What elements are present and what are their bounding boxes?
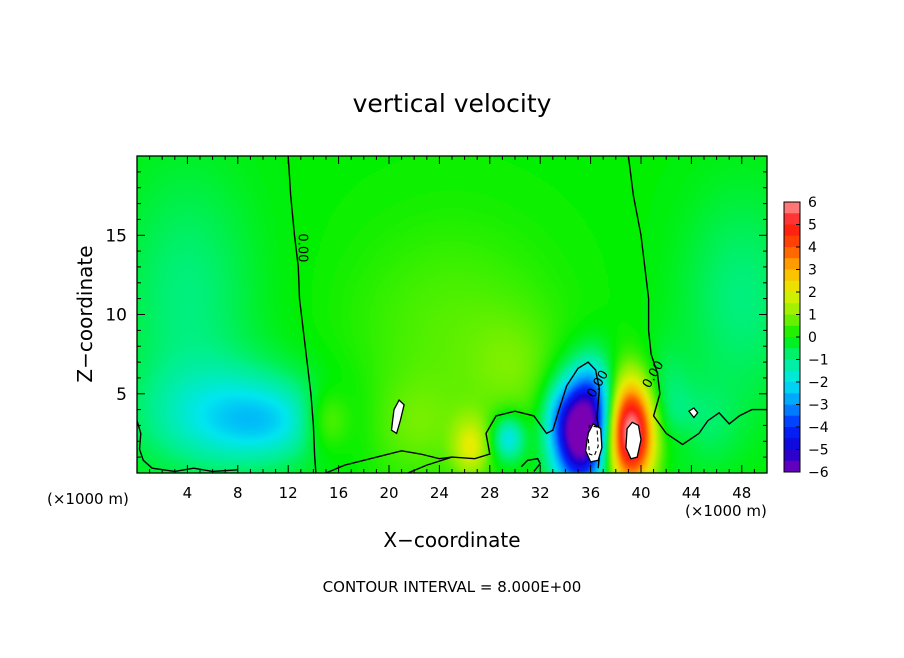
colorbar-cell bbox=[784, 337, 800, 349]
colorbar-label: 6 bbox=[808, 195, 817, 211]
x-tick-label: 40 bbox=[631, 484, 650, 502]
x-axis-ticks bbox=[149, 156, 755, 473]
colorbar-cell bbox=[784, 382, 800, 394]
y-axis-ticks bbox=[137, 171, 767, 458]
colorbar-label: −5 bbox=[808, 443, 829, 459]
colorbar-cells bbox=[784, 202, 800, 473]
colorbar-cell bbox=[784, 427, 800, 439]
colorbar-label: −6 bbox=[808, 465, 829, 481]
colorbar-label: 1 bbox=[808, 308, 817, 324]
colorbar-cell bbox=[784, 292, 800, 304]
colorbar-ticks bbox=[796, 201, 800, 473]
colorbar-label: −4 bbox=[808, 420, 829, 436]
colorbar-label: −3 bbox=[808, 398, 829, 414]
colorbar-cell bbox=[784, 202, 800, 214]
contour-interval-note: CONTOUR INTERVAL = 8.000E+00 bbox=[323, 578, 582, 596]
contour-value-label: 0.00 bbox=[295, 233, 310, 262]
contour-lines bbox=[137, 156, 767, 473]
colorbar-cell bbox=[784, 235, 800, 248]
y-tick-label: 10 bbox=[105, 306, 127, 326]
y-axis-label: Z−coordinate bbox=[73, 245, 97, 382]
closed-contour-line bbox=[390, 399, 405, 435]
colorbar-label: −1 bbox=[808, 353, 829, 369]
colorbar-cell bbox=[784, 247, 800, 259]
x-tick-label: 44 bbox=[682, 484, 701, 502]
x-tick-label: 24 bbox=[430, 484, 449, 502]
colorbar-cell bbox=[784, 325, 800, 338]
x-unit-label-right: (×1000 m) bbox=[685, 502, 767, 520]
zero-contour-line bbox=[325, 450, 453, 473]
colorbar-cell bbox=[784, 314, 800, 327]
colorbar-label: 4 bbox=[808, 240, 817, 256]
colorbar-cell bbox=[784, 258, 800, 270]
x-unit-label-left: (×1000 m) bbox=[47, 490, 129, 508]
colorbar-cell bbox=[784, 303, 800, 315]
x-tick-label: 12 bbox=[279, 484, 298, 502]
colorbar-label: 5 bbox=[808, 218, 817, 234]
x-tick-label: 16 bbox=[329, 484, 348, 502]
colorbar-label: 0 bbox=[808, 330, 817, 346]
y-axis-tick-labels: 5 10 15 bbox=[105, 226, 127, 404]
plot-area: 0.000.00 0.00 bbox=[136, 155, 768, 474]
colorbar-cell bbox=[784, 404, 800, 417]
colorbar-cell bbox=[784, 393, 800, 405]
zero-contour-line bbox=[287, 156, 317, 473]
colorbar-cell bbox=[784, 280, 800, 293]
x-axis-tick-labels: 4 8 12 16 20 24 28 32 36 40 44 48 bbox=[183, 484, 752, 502]
colorbar-cell bbox=[784, 438, 800, 450]
colorbar-cell bbox=[784, 348, 800, 360]
x-tick-label: 48 bbox=[732, 484, 751, 502]
zero-contour-line bbox=[520, 457, 542, 472]
colorbar-labels: 6 5 4 3 2 1 0 −1 −2 −3 −4 −5 −6 bbox=[808, 195, 829, 481]
colorbar: 6 5 4 3 2 1 0 −1 −2 −3 −4 −5 −6 bbox=[783, 195, 829, 481]
zero-contour-line bbox=[137, 420, 238, 473]
colorbar-cell bbox=[784, 359, 800, 372]
chart-title: vertical velocity bbox=[353, 89, 552, 118]
colorbar-cell bbox=[784, 224, 800, 237]
closed-contour-line bbox=[687, 407, 699, 419]
colorbar-cell bbox=[784, 370, 800, 383]
x-tick-label: 20 bbox=[379, 484, 398, 502]
x-tick-label: 8 bbox=[233, 484, 243, 502]
colorbar-cell bbox=[784, 449, 800, 462]
colorbar-label: −2 bbox=[808, 375, 829, 391]
x-tick-label: 4 bbox=[183, 484, 193, 502]
y-tick-label: 5 bbox=[116, 385, 127, 405]
y-tick-label: 15 bbox=[105, 226, 127, 246]
x-tick-label: 28 bbox=[480, 484, 499, 502]
zero-contour-line bbox=[627, 156, 767, 446]
colorbar-cell bbox=[784, 415, 800, 428]
x-tick-label: 32 bbox=[531, 484, 550, 502]
negative-contour-line bbox=[587, 424, 599, 457]
colorbar-label: 3 bbox=[808, 263, 817, 279]
x-axis-label: X−coordinate bbox=[383, 528, 520, 552]
zero-contour-line bbox=[407, 361, 602, 473]
x-tick-label: 36 bbox=[581, 484, 600, 502]
colorbar-cell bbox=[784, 213, 800, 225]
colorbar-label: 2 bbox=[808, 285, 817, 301]
colorbar-cell bbox=[784, 269, 800, 282]
closed-contour-line bbox=[625, 421, 642, 460]
colorbar-cell bbox=[784, 460, 800, 473]
velocity-field bbox=[137, 156, 767, 473]
